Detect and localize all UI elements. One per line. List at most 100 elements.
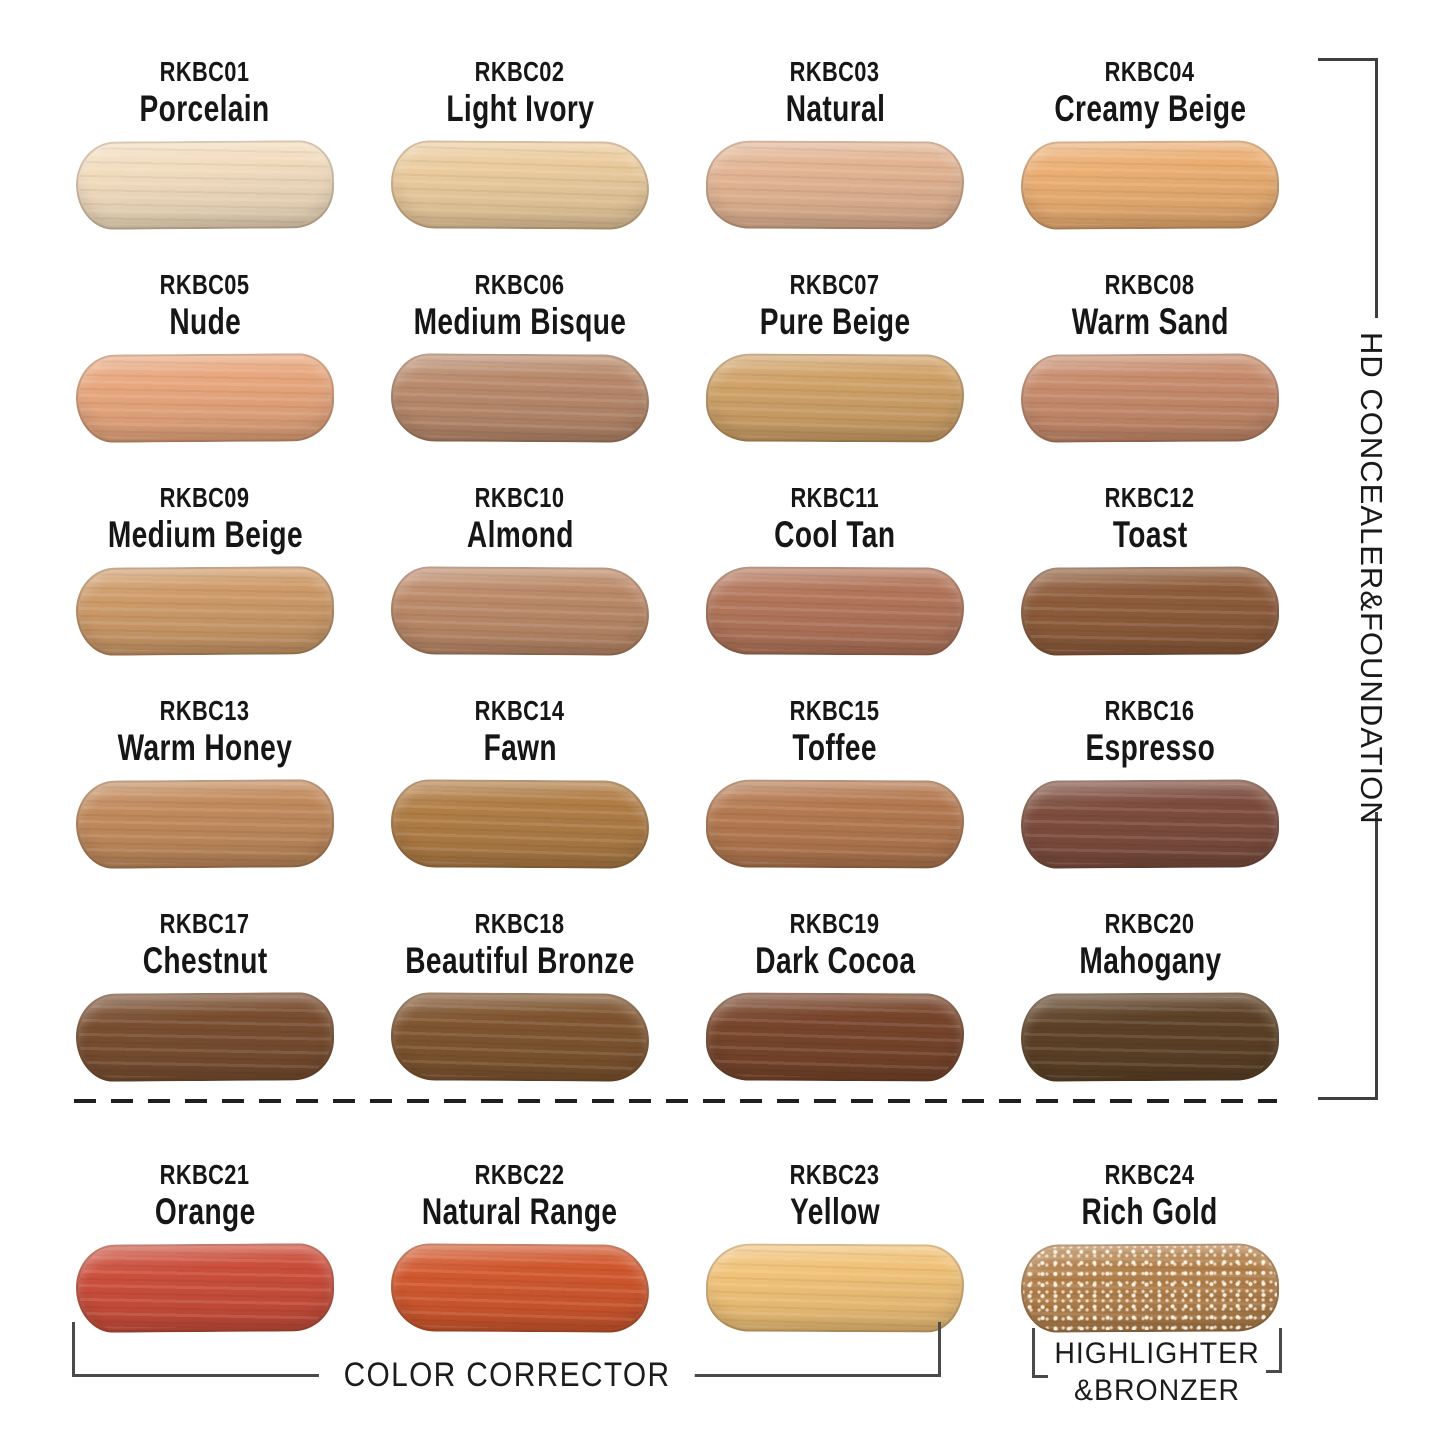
shade-name: Pure Beige xyxy=(759,301,911,342)
shade-code: RKBC04 xyxy=(1105,56,1195,87)
shade-code: RKBC24 xyxy=(1105,1159,1195,1190)
shade-code: RKBC08 xyxy=(1105,269,1195,300)
shade-code: RKBC05 xyxy=(160,269,250,300)
shade-name: Toast xyxy=(1112,514,1188,555)
color-corrector-bracket: COLOR CORRECTOR xyxy=(72,1322,941,1395)
shade-cell: RKBC23 Yellow xyxy=(680,1115,990,1345)
shade-code: RKBC03 xyxy=(790,56,880,87)
shade-cell: RKBC02 Light Ivory xyxy=(365,50,675,263)
shade-swatch xyxy=(1020,779,1280,869)
shade-name: Beautiful Bronze xyxy=(405,940,635,981)
shade-swatch xyxy=(390,992,650,1082)
shade-swatch xyxy=(705,353,965,443)
shade-name: Espresso xyxy=(1085,727,1215,768)
highlighter-label-line1: HIGHLIGHTER xyxy=(1054,1337,1260,1370)
shade-swatch xyxy=(390,353,650,443)
shade-name: Medium Beige xyxy=(107,514,303,555)
shade-name: Fawn xyxy=(483,727,557,768)
shade-code: RKBC19 xyxy=(790,908,880,939)
shade-cell: RKBC22 Natural Range xyxy=(365,1115,675,1345)
shade-code: RKBC01 xyxy=(160,56,250,87)
shade-code: RKBC14 xyxy=(475,695,565,726)
shade-name: Warm Sand xyxy=(1071,301,1229,342)
shade-swatch xyxy=(390,1243,650,1333)
shade-swatch xyxy=(1020,1243,1280,1333)
shade-cell: RKBC09 Medium Beige xyxy=(50,476,360,689)
shade-code: RKBC12 xyxy=(1105,482,1195,513)
shade-cell: RKBC18 Beautiful Bronze xyxy=(365,902,675,1115)
highlighter-label-line2: &BRONZER xyxy=(1074,1374,1240,1407)
shade-name: Creamy Beige xyxy=(1053,88,1247,129)
shade-cell: RKBC14 Fawn xyxy=(365,689,675,902)
shade-swatch xyxy=(390,779,650,869)
shade-swatch xyxy=(705,566,965,656)
shade-cell: RKBC07 Pure Beige xyxy=(680,263,990,476)
shade-code: RKBC11 xyxy=(790,482,880,513)
shade-swatch xyxy=(705,1243,965,1333)
shade-cell: RKBC21 Orange xyxy=(50,1115,360,1345)
shade-swatch xyxy=(75,1243,335,1333)
shade-name: Mahogany xyxy=(1078,940,1222,981)
swatch-grid: RKBC01 Porcelain RKBC02 Light Ivory RKBC… xyxy=(50,50,1305,1345)
shade-cell: RKBC20 Mahogany xyxy=(995,902,1305,1115)
shade-name: Natural Range xyxy=(422,1191,618,1232)
shade-swatch xyxy=(705,779,965,869)
shade-name: Porcelain xyxy=(139,88,271,129)
shade-name: Orange xyxy=(154,1191,256,1232)
shade-cell: RKBC10 Almond xyxy=(365,476,675,689)
shade-name: Toffee xyxy=(792,727,878,768)
shade-name: Yellow xyxy=(790,1191,880,1232)
bracket-corner-left xyxy=(1032,1328,1048,1378)
shade-name: Rich Gold xyxy=(1081,1191,1219,1232)
dashed-divider xyxy=(74,1099,1277,1103)
shade-code: RKBC09 xyxy=(160,482,250,513)
foundation-range-label: HD CONCEALER&FOUNDATION xyxy=(1353,318,1389,825)
shade-swatch xyxy=(1020,992,1280,1082)
shade-code: RKBC18 xyxy=(475,908,565,939)
shade-code: RKBC16 xyxy=(1105,695,1195,726)
shade-cell: RKBC13 Warm Honey xyxy=(50,689,360,902)
shade-name: Dark Cocoa xyxy=(754,940,916,981)
shade-name: Chestnut xyxy=(142,940,268,981)
shade-code: RKBC15 xyxy=(790,695,880,726)
shade-swatch xyxy=(75,353,335,443)
shade-code: RKBC23 xyxy=(790,1159,880,1190)
shade-swatch xyxy=(75,992,335,1082)
shade-cell: RKBC05 Nude xyxy=(50,263,360,476)
shade-swatch xyxy=(75,566,335,656)
shade-name: Medium Bisque xyxy=(413,301,627,342)
bracket-corner-right xyxy=(1266,1328,1282,1373)
shade-cell: RKBC16 Espresso xyxy=(995,689,1305,902)
shade-swatch xyxy=(75,140,335,230)
color-corrector-label: COLOR CORRECTOR xyxy=(318,1356,695,1395)
shade-cell: RKBC08 Warm Sand xyxy=(995,263,1305,476)
shade-code: RKBC02 xyxy=(475,56,565,87)
shade-name: Almond xyxy=(466,514,574,555)
shade-cell: RKBC17 Chestnut xyxy=(50,902,360,1115)
shade-cell: RKBC19 Dark Cocoa xyxy=(680,902,990,1115)
shade-cell: RKBC12 Toast xyxy=(995,476,1305,689)
shade-cell: RKBC03 Natural xyxy=(680,50,990,263)
shade-name: Nude xyxy=(169,301,241,342)
shade-code: RKBC20 xyxy=(1105,908,1195,939)
shade-swatch xyxy=(390,140,650,230)
shade-swatch xyxy=(1020,566,1280,656)
highlighter-bronzer-label: HIGHLIGHTER &BRONZER xyxy=(1038,1335,1276,1409)
shade-swatch xyxy=(705,992,965,1082)
shade-name: Warm Honey xyxy=(117,727,293,768)
shade-swatch xyxy=(75,779,335,869)
highlighter-bronzer-bracket: HIGHLIGHTER &BRONZER xyxy=(1032,1328,1282,1407)
shade-code: RKBC21 xyxy=(160,1159,250,1190)
shade-code: RKBC22 xyxy=(475,1159,565,1190)
shade-code: RKBC07 xyxy=(790,269,880,300)
shade-swatch xyxy=(1020,353,1280,443)
shade-swatch xyxy=(705,140,965,230)
shade-cell: RKBC15 Toffee xyxy=(680,689,990,902)
shade-cell: RKBC01 Porcelain xyxy=(50,50,360,263)
shade-swatch xyxy=(390,566,650,656)
shade-swatch xyxy=(1020,140,1280,230)
shade-name: Natural xyxy=(785,88,885,129)
shade-code: RKBC13 xyxy=(160,695,250,726)
shade-code: RKBC17 xyxy=(160,908,250,939)
shade-name: Light Ivory xyxy=(446,88,594,129)
